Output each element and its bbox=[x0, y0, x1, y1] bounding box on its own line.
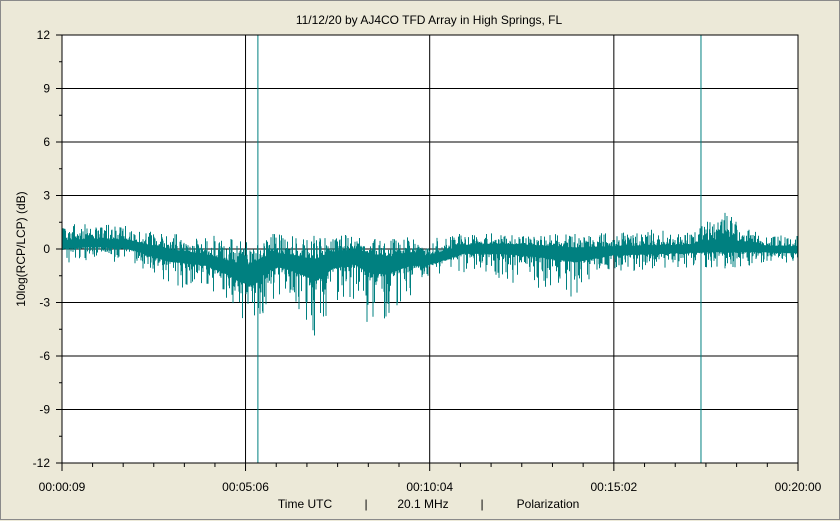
footer-frequency: 20.1 MHz bbox=[397, 497, 448, 511]
y-tick-label: -3 bbox=[39, 296, 50, 310]
x-tick-label: 00:05:06 bbox=[222, 480, 269, 494]
footer-separator-2: | bbox=[480, 497, 483, 511]
footer: Time UTC | 20.1 MHz | Polarization bbox=[278, 497, 579, 511]
x-tick-label: 00:00:09 bbox=[39, 480, 86, 494]
footer-mode: Polarization bbox=[517, 497, 580, 511]
footer-separator-1: | bbox=[364, 497, 367, 511]
y-tick-label: -12 bbox=[33, 456, 51, 470]
y-tick-label: 9 bbox=[43, 82, 50, 96]
x-tick-label: 00:20:00 bbox=[775, 480, 822, 494]
y-tick-label: -9 bbox=[39, 403, 50, 417]
x-tick-label: 00:15:02 bbox=[590, 480, 637, 494]
chart-title: 11/12/20 by AJ4CO TFD Array in High Spri… bbox=[296, 13, 563, 27]
y-tick-label: 0 bbox=[43, 242, 50, 256]
y-axis: -12 -9 -6 -3 0 3 6 9 12 bbox=[33, 28, 62, 470]
y-tick-label: 3 bbox=[43, 189, 50, 203]
x-axis: 00:00:09 00:05:06 00:10:04 00:15:02 00:20:00 bbox=[39, 463, 822, 494]
footer-time-label: Time UTC bbox=[278, 497, 333, 511]
y-tick-label: 12 bbox=[37, 28, 51, 42]
y-tick-label: 6 bbox=[43, 135, 50, 149]
y-tick-label: -6 bbox=[39, 349, 50, 363]
x-tick-label: 00:10:04 bbox=[406, 480, 453, 494]
y-axis-label: 10log(RCP/LCP) (dB) bbox=[14, 191, 28, 306]
